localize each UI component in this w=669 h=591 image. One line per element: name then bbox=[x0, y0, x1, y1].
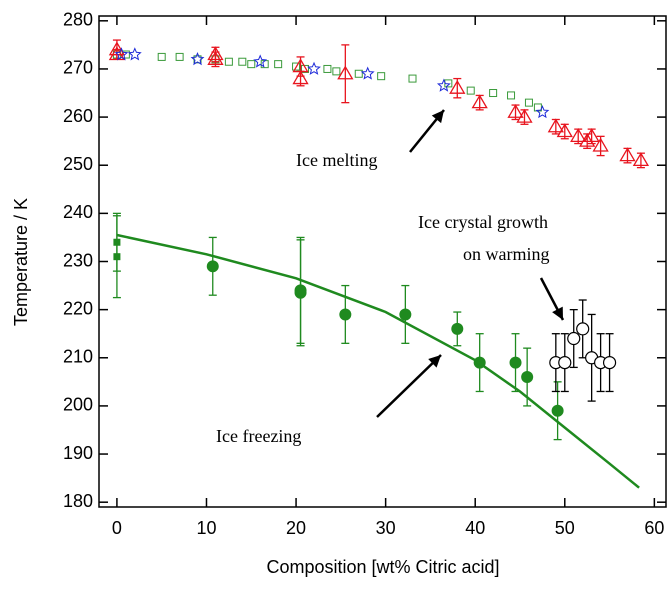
point bbox=[292, 62, 301, 71]
point bbox=[207, 51, 224, 65]
point bbox=[108, 46, 126, 61]
x-tick-label: 40 bbox=[465, 518, 485, 538]
point bbox=[307, 61, 321, 75]
annotation: Ice melting bbox=[296, 150, 377, 170]
point bbox=[524, 98, 533, 107]
point bbox=[190, 52, 205, 66]
point bbox=[360, 66, 375, 80]
point bbox=[570, 128, 587, 142]
y-tick-label: 200 bbox=[63, 395, 93, 415]
point bbox=[567, 331, 581, 346]
point bbox=[247, 60, 256, 69]
point bbox=[449, 79, 466, 94]
point bbox=[292, 58, 309, 73]
point bbox=[301, 64, 310, 73]
point bbox=[127, 47, 142, 61]
point bbox=[337, 65, 354, 80]
point bbox=[294, 284, 307, 297]
x-tick-label: 60 bbox=[644, 518, 664, 538]
arrow-head bbox=[428, 355, 441, 368]
point bbox=[507, 103, 524, 118]
point bbox=[509, 356, 522, 369]
point bbox=[547, 118, 564, 133]
y-tick-label: 230 bbox=[63, 250, 93, 270]
point bbox=[471, 94, 488, 109]
y-axis-label: Temperature / K bbox=[11, 198, 31, 326]
point bbox=[354, 69, 363, 78]
point bbox=[238, 57, 247, 66]
point bbox=[323, 64, 332, 73]
annotation: Ice freezing bbox=[216, 426, 301, 446]
point bbox=[114, 47, 129, 61]
point bbox=[274, 60, 283, 69]
plot-frame bbox=[98, 15, 667, 508]
point bbox=[521, 371, 534, 384]
point bbox=[451, 322, 464, 335]
point bbox=[576, 322, 590, 336]
point bbox=[207, 46, 224, 61]
point bbox=[619, 147, 636, 162]
point bbox=[516, 108, 533, 123]
y-tick-label: 220 bbox=[63, 298, 93, 318]
y-tick-label: 280 bbox=[63, 10, 93, 30]
point bbox=[253, 54, 268, 68]
point bbox=[579, 132, 596, 147]
point bbox=[292, 70, 309, 85]
x-axis-label: Composition [wt% Citric acid] bbox=[266, 557, 499, 577]
fit-line bbox=[116, 233, 640, 489]
point bbox=[592, 137, 609, 152]
point bbox=[489, 89, 498, 98]
point bbox=[556, 123, 573, 138]
point bbox=[551, 404, 564, 417]
point bbox=[507, 91, 516, 100]
point bbox=[332, 67, 341, 76]
point bbox=[224, 57, 233, 66]
point bbox=[175, 52, 184, 61]
point bbox=[260, 60, 269, 69]
point bbox=[583, 128, 600, 142]
point bbox=[535, 105, 550, 119]
arrow-head bbox=[552, 306, 563, 320]
arrow-shaft bbox=[376, 354, 442, 418]
y-tick-label: 210 bbox=[63, 347, 93, 367]
point bbox=[602, 355, 617, 370]
point bbox=[466, 86, 475, 95]
point bbox=[436, 78, 451, 92]
point bbox=[113, 253, 121, 261]
point bbox=[632, 152, 650, 167]
point bbox=[206, 260, 219, 273]
point bbox=[558, 355, 572, 370]
y-tick-label: 270 bbox=[63, 58, 93, 78]
y-tick-label: 250 bbox=[63, 154, 93, 174]
y-tick-label: 260 bbox=[63, 106, 93, 126]
annotation: on warming bbox=[463, 244, 549, 264]
error-bar bbox=[341, 44, 350, 104]
point bbox=[408, 74, 417, 83]
annotation: Ice crystal growth bbox=[418, 212, 548, 232]
point bbox=[399, 308, 412, 321]
x-tick-label: 20 bbox=[286, 518, 306, 538]
x-tick-label: 0 bbox=[112, 518, 122, 538]
point bbox=[377, 72, 386, 81]
y-tick-label: 190 bbox=[63, 443, 93, 463]
y-tick-label: 240 bbox=[63, 202, 93, 222]
x-tick-label: 50 bbox=[555, 518, 575, 538]
point bbox=[157, 52, 166, 61]
x-tick-label: 30 bbox=[376, 518, 396, 538]
y-tick-label: 180 bbox=[63, 491, 93, 511]
x-tick-label: 10 bbox=[196, 518, 216, 538]
point bbox=[339, 308, 352, 321]
arrow-head bbox=[431, 110, 444, 124]
